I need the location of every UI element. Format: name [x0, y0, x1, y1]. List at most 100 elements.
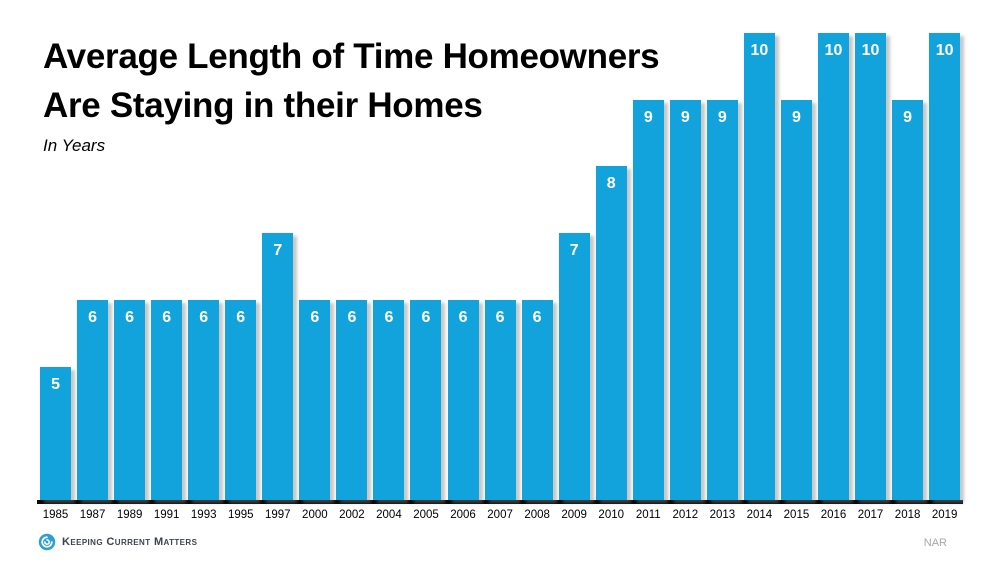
x-axis-tick-2012: 2012: [672, 509, 699, 521]
bar-2005: 6: [410, 300, 442, 500]
chart-subtitle: In Years: [43, 136, 106, 155]
chart-title: Average Length of Time Homeowners Are St…: [43, 37, 660, 125]
x-axis-tick-2010: 2010: [598, 509, 625, 521]
bar-group-2017: 10: [852, 33, 889, 500]
bar-group-1995: 6: [222, 33, 259, 500]
bar-group-2000: 6: [296, 33, 333, 500]
bar-group-1997: 7: [259, 33, 296, 500]
x-axis-tick-2017: 2017: [857, 509, 884, 521]
bar-2009: 7: [558, 233, 590, 500]
x-axis-tick-2002: 2002: [339, 509, 365, 521]
kcm-swirl-icon: [38, 533, 56, 551]
bar-2017: 10: [855, 33, 887, 500]
x-axis-tick-2006: 2006: [450, 509, 476, 521]
bar-group-2002: 6: [333, 33, 370, 500]
bar-1987: 6: [77, 300, 109, 500]
x-axis-tick-2000: 2000: [302, 509, 328, 521]
bar-value-label-1991: 6: [162, 309, 172, 326]
x-axis-line: [37, 500, 963, 504]
x-axis-tick-2011: 2011: [635, 509, 661, 521]
x-axis-tick-2009: 2009: [561, 509, 587, 521]
bar-group-2013: 9: [704, 33, 741, 500]
x-axis-tick-2015: 2015: [783, 509, 810, 521]
bar-2016: 10: [818, 33, 849, 500]
bar-1995: 6: [225, 300, 257, 500]
bar-value-label-1989: 6: [125, 309, 135, 326]
bar-group-2010: 8: [593, 33, 630, 500]
bar-1993: 6: [188, 300, 220, 500]
x-axis-tick-2019: 2019: [931, 509, 958, 521]
bar-2012: 9: [669, 100, 701, 500]
bar-chart-plot-area: 5 6 6 6 6 6 7 6 6 6 6 6 6 6 7 8 9 9 9 10 9 10 10 9 10: [37, 33, 963, 500]
bar-value-label-1997: 7: [273, 242, 283, 259]
x-axis-tick-2014: 2014: [746, 509, 773, 521]
bar-group-1987: 6: [74, 33, 111, 500]
bar-1997: 7: [262, 233, 294, 500]
bar-value-label-2018: 9: [903, 109, 913, 126]
x-axis-tick-labels: 1985 1987 1989 1991 1993 1995 1997 2000 2002 2004…: [37, 509, 963, 521]
bar-group-1985: 5: [37, 33, 74, 500]
bar-value-label-1995: 6: [236, 309, 246, 326]
bar-1989: 6: [114, 300, 146, 500]
bar-2004: 6: [373, 300, 405, 500]
bar-value-label-2014: 10: [750, 42, 769, 59]
bar-2014: 10: [743, 33, 775, 500]
chart-header: Average Length of Time Homeowners Are St…: [43, 32, 660, 156]
bar-value-label-2017: 10: [861, 42, 880, 59]
x-axis-tick-2007: 2007: [487, 509, 513, 521]
bar-2011: 9: [632, 100, 664, 500]
bar-group-2012: 9: [667, 33, 704, 500]
bar-group-2009: 7: [556, 33, 593, 500]
bar-2008: 6: [521, 300, 553, 500]
bar-value-label-2000: 6: [310, 309, 320, 326]
bar-2006: 6: [447, 300, 479, 500]
bar-value-label-2019: 10: [935, 42, 954, 59]
bar-group-2015: 9: [778, 33, 815, 500]
bar-group-2007: 6: [482, 33, 519, 500]
x-axis-tick-1987: 1987: [79, 509, 106, 521]
bar-group-2014: 10: [741, 33, 778, 500]
bar-2000: 6: [299, 300, 331, 500]
source-attribution-label: NAR: [923, 537, 947, 549]
bar-value-label-2013: 9: [717, 109, 727, 126]
bar-value-label-2011: 9: [643, 109, 653, 126]
bar-value-label-2006: 6: [458, 309, 468, 326]
bar-group-1993: 6: [185, 33, 222, 500]
bar-value-label-1993: 6: [199, 309, 209, 326]
bar-2018: 9: [892, 100, 924, 500]
bar-group-2019: 10: [926, 33, 963, 500]
bar-2002: 6: [336, 300, 368, 500]
kcm-logo-text: Keeping Current Matters: [62, 536, 198, 548]
bar-group-1991: 6: [148, 33, 185, 500]
bar-group-2008: 6: [519, 33, 556, 500]
bar-group-2004: 6: [370, 33, 407, 500]
bar-value-label-1985: 5: [51, 376, 60, 393]
x-axis-tick-2005: 2005: [413, 509, 439, 521]
x-axis-tick-1989: 1989: [116, 509, 143, 521]
bar-1985: 5: [40, 367, 72, 500]
bar-2015: 9: [780, 100, 812, 500]
bar-value-label-2004: 6: [384, 309, 394, 326]
x-axis-tick-2008: 2008: [524, 509, 550, 521]
bar-value-label-2002: 6: [347, 309, 357, 326]
x-axis-tick-1991: 1991: [153, 509, 180, 521]
bar-2010: 8: [595, 166, 627, 500]
bar-value-label-2005: 6: [421, 309, 431, 326]
bar-value-label-2015: 9: [792, 109, 801, 126]
bar-group-1989: 6: [111, 33, 148, 500]
bar-group-2016: 10: [815, 33, 852, 500]
bar-value-label-2007: 6: [495, 309, 505, 326]
bar-value-label-1987: 6: [88, 309, 98, 326]
bar-2013: 9: [706, 100, 738, 500]
kcm-logo: Keeping Current Matters: [38, 533, 197, 551]
x-axis-tick-1985: 1985: [42, 509, 69, 521]
x-axis-tick-1997: 1997: [265, 509, 291, 521]
x-axis-tick-2004: 2004: [376, 509, 402, 521]
bar-group-2006: 6: [445, 33, 482, 500]
x-axis-tick-2016: 2016: [820, 509, 847, 521]
x-axis-tick-2018: 2018: [894, 509, 921, 521]
bar-2007: 6: [484, 300, 516, 500]
bar-value-label-2010: 8: [606, 175, 616, 192]
x-axis-tick-2013: 2013: [709, 509, 736, 521]
